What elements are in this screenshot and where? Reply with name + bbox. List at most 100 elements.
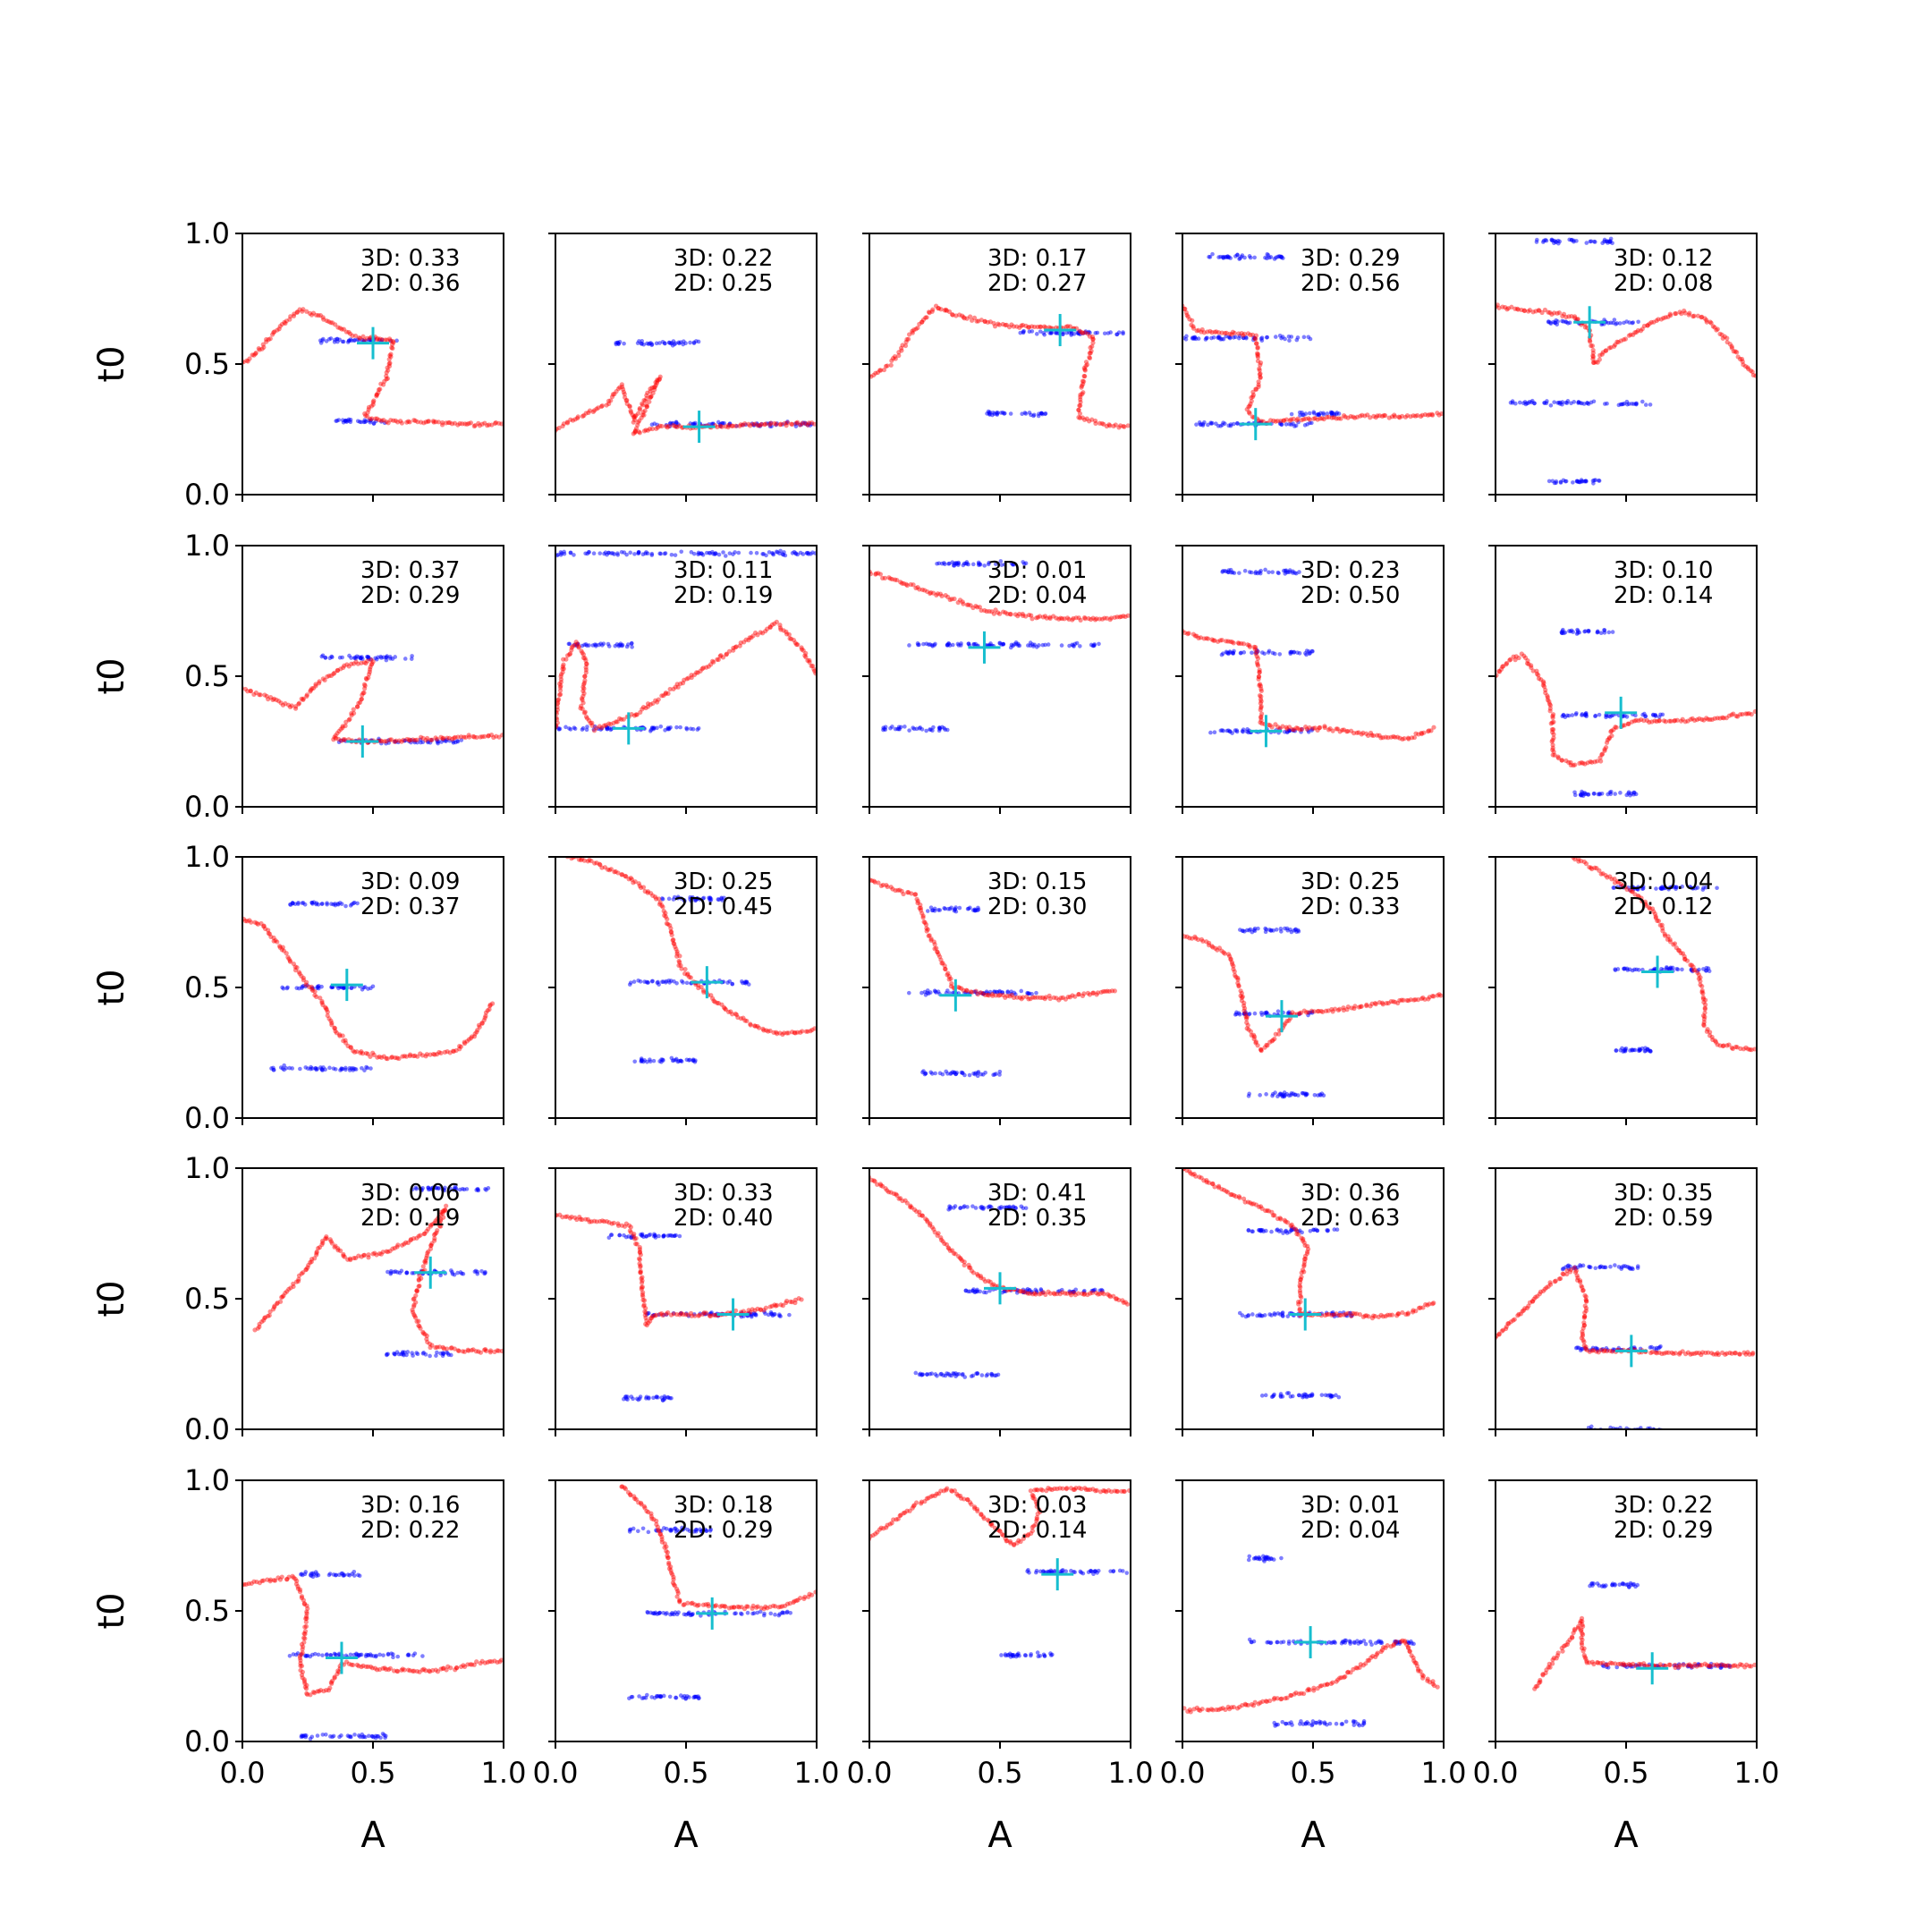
trajectory-point xyxy=(341,1038,346,1044)
trajectory-point xyxy=(491,734,496,741)
trajectory-point xyxy=(1427,995,1432,1000)
trajectory-point xyxy=(726,422,732,428)
trajectory-point xyxy=(1724,716,1729,721)
plot-area xyxy=(869,877,1117,1079)
true-value-marker xyxy=(939,979,972,1012)
trajectory-point xyxy=(982,318,987,324)
trajectory-point xyxy=(748,1021,753,1027)
trajectory-point xyxy=(423,419,428,425)
trajectory-point xyxy=(939,593,945,598)
trajectory-point xyxy=(780,1031,785,1038)
trajectory-point xyxy=(1689,962,1695,968)
trajectory-point xyxy=(624,401,630,406)
trajectory-point xyxy=(673,684,678,690)
cluster-point xyxy=(1012,990,1017,996)
trajectory-point xyxy=(1243,1013,1249,1020)
trajectory-point xyxy=(1653,915,1658,920)
trajectory-point xyxy=(1011,995,1017,1000)
cluster-point xyxy=(665,1233,671,1238)
cluster-point xyxy=(1614,321,1620,326)
trajectory-point xyxy=(1385,1000,1391,1006)
trajectory-point xyxy=(1705,716,1711,722)
trajectory-point xyxy=(1373,415,1378,420)
cluster-point xyxy=(787,1312,792,1318)
trajectory-point xyxy=(411,1296,417,1301)
trajectory-point xyxy=(1686,312,1691,318)
trajectory-point xyxy=(1363,731,1369,736)
trajectory-point xyxy=(589,858,594,864)
trajectory-point xyxy=(493,419,498,426)
trajectory-point xyxy=(1106,422,1112,428)
trajectory-point xyxy=(915,325,920,331)
trajectory-point xyxy=(1360,730,1366,735)
trajectory-point xyxy=(294,309,300,316)
cluster-point xyxy=(651,1058,657,1063)
trajectory-point xyxy=(1255,354,1261,360)
trajectory-point xyxy=(1608,344,1614,351)
cluster-point xyxy=(974,991,979,996)
trajectory-point xyxy=(1284,417,1290,422)
trajectory-point xyxy=(801,648,806,653)
cluster-point xyxy=(1219,652,1224,657)
cluster-point xyxy=(410,1351,414,1355)
cluster-point xyxy=(1238,651,1243,656)
trajectory-point xyxy=(424,1228,429,1234)
cluster-point xyxy=(1666,886,1671,892)
trajectory-point xyxy=(957,597,963,603)
trajectory-point xyxy=(1253,386,1258,392)
trajectory-point xyxy=(1248,332,1253,337)
trajectory-point xyxy=(1504,662,1509,667)
trajectory-point xyxy=(1330,1009,1335,1014)
cluster-point xyxy=(1005,989,1011,994)
cluster-point xyxy=(1231,651,1235,656)
cluster-point xyxy=(318,341,324,345)
trajectory-point xyxy=(1724,1043,1730,1048)
trajectory-point xyxy=(1615,879,1622,886)
trajectory-point xyxy=(884,882,889,888)
trajectory-point xyxy=(589,720,595,725)
trajectory-point xyxy=(1258,720,1263,725)
annotation-2d: 2D: 0.19 xyxy=(360,1205,460,1232)
trajectory-point xyxy=(484,1348,489,1353)
trajectory-point xyxy=(597,861,602,867)
cluster-points xyxy=(1233,1009,1315,1019)
trajectory-point xyxy=(586,410,591,415)
cluster-point xyxy=(960,1071,965,1076)
cluster-point xyxy=(1008,645,1013,650)
trajectory-point xyxy=(786,631,792,638)
cluster-points xyxy=(649,419,814,429)
trajectory-point xyxy=(1255,1043,1260,1048)
trajectory-point xyxy=(581,680,587,686)
trajectory-point xyxy=(645,428,650,433)
trajectory-point xyxy=(1703,1002,1708,1007)
cluster-point xyxy=(1228,256,1233,260)
cluster-point xyxy=(1027,991,1032,996)
cluster-points xyxy=(1219,648,1315,657)
trajectory-point xyxy=(1555,310,1560,316)
cluster-point xyxy=(1617,321,1623,326)
trajectory-point xyxy=(645,704,651,709)
cluster-point xyxy=(1565,321,1571,326)
cluster-point xyxy=(1209,420,1215,426)
trajectory-point xyxy=(375,335,380,342)
cluster-point xyxy=(1680,884,1684,889)
trajectory-point xyxy=(1182,630,1188,636)
trajectory-point xyxy=(476,420,481,426)
trajectory-point xyxy=(902,343,909,349)
trajectory-point xyxy=(1255,352,1261,357)
trajectory-point xyxy=(724,652,729,657)
cluster-points xyxy=(1246,1090,1326,1099)
trajectory-point xyxy=(1250,414,1255,419)
trajectory-point xyxy=(572,642,578,648)
annotation-2d: 2D: 0.19 xyxy=(674,582,773,609)
trajectory-point xyxy=(436,1344,443,1350)
trajectory-point xyxy=(398,419,403,424)
cluster-points xyxy=(906,988,1038,997)
trajectory-point xyxy=(799,647,805,652)
cluster-point xyxy=(916,642,920,648)
trajectory-point xyxy=(668,926,674,931)
trajectory-point xyxy=(363,660,369,666)
trajectory-point xyxy=(1336,1006,1343,1012)
trajectory-point xyxy=(575,641,580,647)
trajectory-point xyxy=(477,423,483,428)
